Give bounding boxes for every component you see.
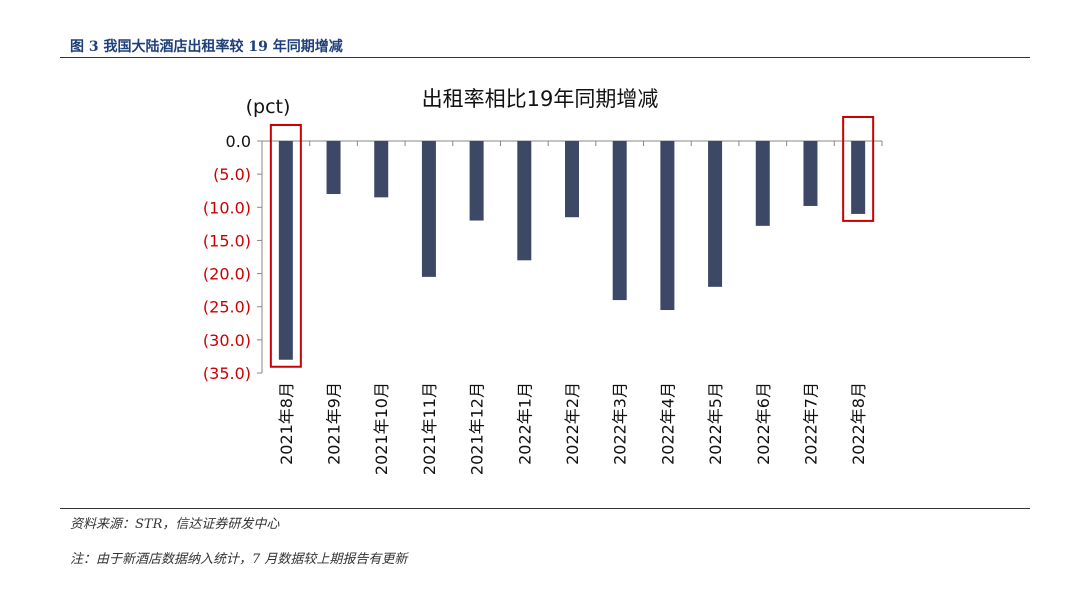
x-tick-label: 2021年8月	[277, 382, 296, 465]
x-tick-label: 2021年12月	[468, 382, 487, 475]
bar	[326, 141, 341, 195]
bar	[278, 141, 293, 360]
x-tick-label: 2022年4月	[658, 382, 677, 465]
top-rule	[60, 57, 1030, 58]
x-tick-label: 2022年5月	[706, 382, 725, 465]
bar	[660, 141, 675, 311]
y-tick-label: (10.0)	[203, 198, 251, 217]
bar	[565, 141, 579, 218]
highlight-box	[269, 124, 302, 368]
bar	[421, 141, 436, 277]
x-tick-label: 2022年1月	[515, 382, 534, 465]
x-tick-label: 2022年8月	[849, 382, 868, 465]
y-tick-label: 0.0	[226, 132, 251, 151]
y-tick-label: (25.0)	[203, 298, 251, 317]
y-tick-label: (30.0)	[203, 331, 251, 350]
x-tick-label: 2021年10月	[372, 382, 391, 475]
bar	[708, 141, 723, 287]
x-tick-label: 2021年11月	[420, 382, 439, 475]
bar	[851, 141, 866, 214]
x-tick-label: 2021年9月	[325, 382, 344, 465]
figure-label: 图 3 我国大陆酒店出租率较 19 年同期增减	[70, 39, 343, 55]
highlight-box	[842, 116, 875, 222]
x-tick-label: 2022年6月	[754, 382, 773, 465]
bar	[469, 141, 484, 221]
source-note: 资料来源：STR，信达证券研发中心	[70, 517, 280, 532]
x-tick-label: 2022年7月	[801, 382, 820, 465]
bar	[803, 141, 818, 206]
x-tick-label: 2022年2月	[563, 382, 582, 465]
x-tick-label: 2022年3月	[611, 382, 630, 465]
footnote: 注：由于新酒店数据纳入统计，7 月数据较上期报告有更新	[70, 552, 408, 567]
bottom-rule	[60, 508, 1030, 509]
bar	[612, 141, 627, 301]
y-tick-label: (5.0)	[213, 165, 251, 184]
chart-title: 出租率相比19年同期增减	[422, 87, 659, 111]
bar	[374, 141, 389, 198]
bar	[517, 141, 532, 261]
y-tick-label: (35.0)	[203, 364, 251, 383]
y-tick-label: (20.0)	[203, 265, 251, 284]
y-axis-unit: (pct)	[246, 96, 291, 118]
y-tick-label: (15.0)	[203, 231, 251, 250]
bar	[755, 141, 770, 226]
